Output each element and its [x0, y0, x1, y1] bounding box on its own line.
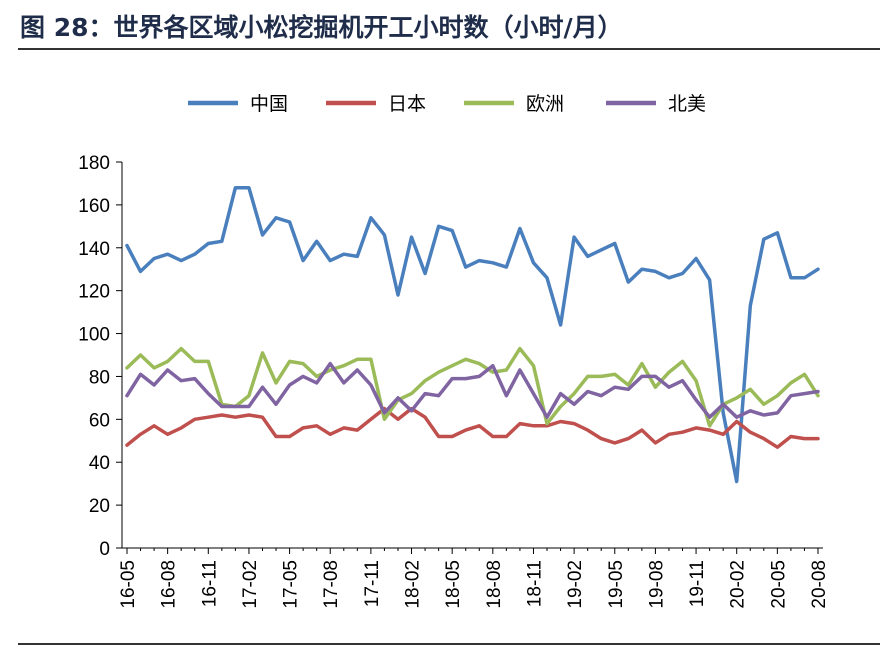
- x-tick-label: 20-05: [768, 560, 789, 609]
- series-line-欧洲: [125, 346, 820, 428]
- series-line-北美: [125, 361, 820, 419]
- title-divider: [18, 48, 880, 50]
- y-tick-label: 120: [78, 282, 110, 303]
- y-axis: 0 20 40 60 80 100 120 140 160 180: [78, 153, 123, 560]
- x-tick-label: 17-11: [362, 560, 383, 607]
- x-tick-label: 16-08: [159, 560, 180, 609]
- series-line-日本: [125, 406, 820, 449]
- x-tick-label: 18-05: [443, 560, 464, 609]
- x-tick-label: 19-05: [606, 560, 627, 609]
- x-tick-label: 18-11: [524, 560, 545, 607]
- y-tick-label: 20: [89, 496, 110, 517]
- x-tick-label: 20-08: [809, 560, 830, 609]
- page-title: 图 28：世界各区域小松挖掘机开工小时数（小时/月）: [20, 13, 623, 42]
- series-line-中国: [125, 185, 820, 484]
- y-tick-label: 180: [78, 153, 110, 174]
- x-tick-label: 17-08: [321, 560, 342, 609]
- x-tick-label: 17-05: [281, 560, 302, 609]
- y-tick-label: 40: [89, 453, 110, 474]
- y-tick-label: 140: [78, 239, 110, 260]
- x-tick-label: 19-02: [565, 560, 586, 609]
- x-tick-label: 18-08: [484, 560, 505, 609]
- legend-label: 中国: [250, 93, 288, 115]
- legend-label: 欧洲: [526, 93, 564, 115]
- y-tick-label: 60: [89, 410, 110, 431]
- y-tick-label: 160: [78, 196, 110, 217]
- x-axis: 16-05 16-08 16-11 17-02 17-05 17-08 17-11 18-02…: [118, 547, 830, 609]
- legend: 中国 日本 欧洲 北美: [188, 93, 706, 115]
- x-tick-label: 19-08: [646, 560, 667, 609]
- x-tick-label: 16-11: [199, 560, 220, 607]
- legend-label: 北美: [668, 93, 706, 115]
- series-lines: [125, 185, 820, 484]
- x-tick-label: 16-05: [118, 560, 139, 609]
- legend-label: 日本: [388, 93, 426, 115]
- bottom-divider: [18, 643, 880, 645]
- x-tick-label: 18-02: [403, 560, 424, 609]
- y-tick-label: 80: [89, 367, 110, 388]
- x-tick-label: 20-02: [728, 560, 749, 609]
- x-tick-label: 17-02: [240, 560, 261, 609]
- x-tick-label: 19-11: [687, 560, 708, 607]
- y-tick-label: 100: [78, 325, 110, 346]
- y-tick-label: 0: [99, 539, 110, 560]
